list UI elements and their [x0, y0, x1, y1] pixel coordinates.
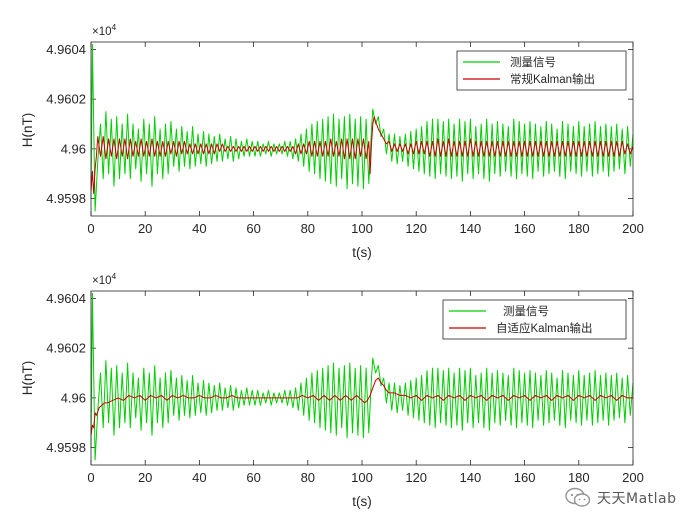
bottom-xtick-label: 120: [405, 470, 427, 485]
top-axes-frame: [90, 41, 634, 217]
bottom-xtick-label: 180: [568, 470, 590, 485]
bottom-xtick-label: 200: [622, 470, 644, 485]
top-ticks: 0 20 40 60 80 100 120 140 160 180 200 4.9598 4.96 4.9…: [46, 42, 644, 236]
watermark-text: 天天Matlab: [597, 491, 677, 507]
bottom-series-group: [90, 293, 634, 461]
bottom-ytick-label: 4.96: [61, 390, 86, 405]
top-legend: 测量信号 常规Kalman输出: [456, 50, 627, 91]
top-xlabel: t(s): [352, 245, 372, 260]
top-ytick-label: 4.9598: [46, 191, 86, 206]
bottom-ylabel: H(nT): [20, 361, 35, 396]
bottom-axes-frame: [90, 290, 634, 466]
bottom-xtick-label: 40: [192, 470, 206, 485]
bottom-xtick-label: 140: [460, 470, 482, 485]
bottom-ytick-label: 4.9602: [46, 341, 86, 356]
bottom-xtick-label: 80: [301, 470, 315, 485]
top-xtick-label: 80: [301, 221, 315, 236]
bottom-xlabel: t(s): [352, 494, 372, 509]
bottom-subplot: 0 20 40 60 80 100 120 140 160 180 200 4.9598 4.96 4.9…: [20, 271, 644, 509]
top-xtick-label: 160: [514, 221, 536, 236]
bottom-xtick-label: 100: [351, 470, 373, 485]
top-series-kalman-line: [90, 116, 634, 195]
top-xtick-label: 120: [405, 221, 427, 236]
top-xtick-label: 0: [87, 221, 94, 236]
top-ytick-label: 4.9602: [46, 92, 86, 107]
top-xtick-label: 100: [351, 221, 373, 236]
top-xtick-label: 20: [138, 221, 152, 236]
bottom-legend-box: [442, 299, 627, 340]
bottom-xtick-label: 20: [138, 470, 152, 485]
bottom-legend-label-measured: 测量信号: [503, 305, 549, 318]
bottom-ytick-label: 4.9598: [46, 440, 86, 455]
wechat-icon: [565, 487, 591, 507]
top-legend-box: [456, 50, 627, 91]
bottom-xtick-label: 160: [514, 470, 536, 485]
top-legend-label-kalman: 常规Kalman输出: [510, 72, 595, 86]
bottom-series-kalman-line: [90, 377, 633, 436]
top-legend-label-measured: 测量信号: [510, 56, 556, 69]
bottom-series-measured-line: [90, 293, 634, 461]
top-series-group: [90, 44, 634, 212]
top-xtick-label: 180: [568, 221, 590, 236]
top-xtick-label: 40: [192, 221, 206, 236]
bottom-legend-label-kalman: 自适应Kalman输出: [496, 321, 593, 335]
bottom-ytick-label: 4.9604: [46, 291, 86, 306]
top-xtick-label: 200: [622, 221, 644, 236]
top-exponent-label: ×104: [92, 22, 117, 38]
top-subplot: 0 20 40 60 80 100 120 140 160 180 200 4.9598 4.96 4.9…: [20, 22, 644, 260]
bottom-xtick-label: 60: [246, 470, 260, 485]
bottom-xtick-label: 0: [87, 470, 94, 485]
top-xtick-label: 60: [246, 221, 260, 236]
top-ylabel: H(nT): [20, 113, 35, 148]
watermark: 天天Matlab: [565, 485, 695, 511]
bottom-legend: 测量信号 自适应Kalman输出: [442, 299, 627, 340]
top-xtick-label: 140: [460, 221, 482, 236]
bottom-ticks: 0 20 40 60 80 100 120 140 160 180 200 4.9598 4.96 4.9…: [46, 291, 644, 485]
bottom-exponent-label: ×104: [92, 271, 117, 287]
top-ytick-label: 4.96: [61, 141, 86, 156]
top-ytick-label: 4.9604: [46, 42, 86, 57]
